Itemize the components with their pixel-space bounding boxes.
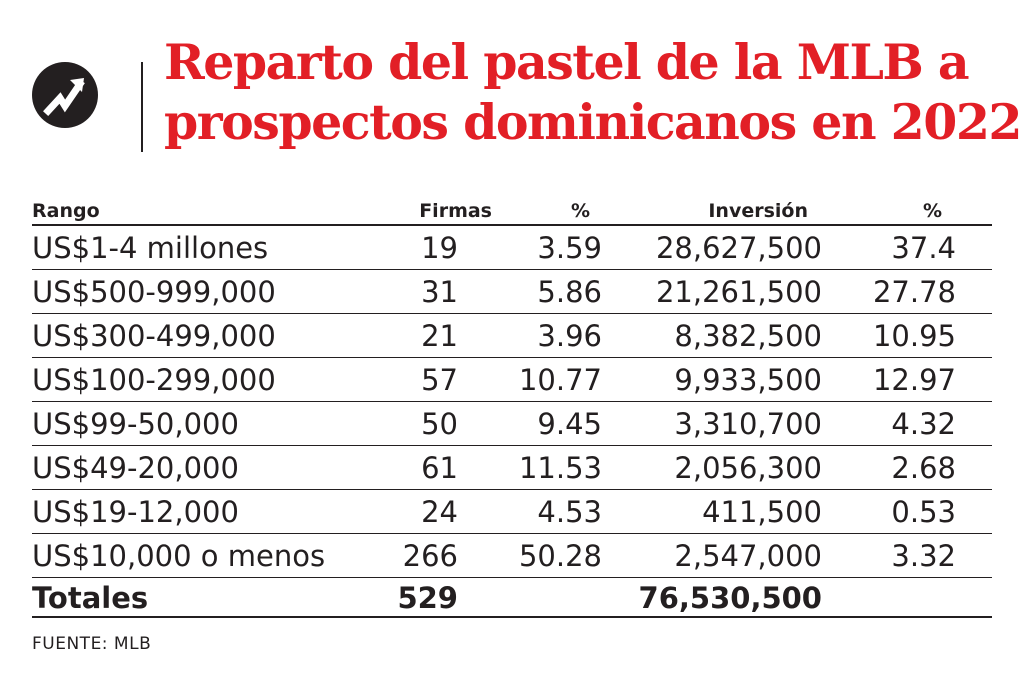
- table-row: US$10,000 o menos 266 50.28 2,547,000 3.32: [32, 534, 992, 578]
- cell-firmas: 61: [421, 451, 458, 485]
- cell-rango: US$1-4 millones: [32, 231, 269, 265]
- table-row: US$19-12,000 24 4.53 411,500 0.53: [32, 490, 992, 534]
- cell-rango: US$49-20,000: [32, 451, 239, 485]
- cell-inversion-pct: 37.4: [891, 231, 956, 265]
- cell-firmas: 19: [421, 231, 458, 265]
- cell-inversion: 28,627,500: [655, 231, 822, 265]
- cell-inversion: 411,500: [702, 495, 822, 529]
- table-row: US$300-499,000 21 3.96 8,382,500 10.95: [32, 314, 992, 358]
- cell-firmas: 266: [402, 539, 458, 573]
- cell-inversion: 21,261,500: [655, 275, 822, 309]
- cell-firmas: 24: [421, 495, 458, 529]
- cell-inversion-pct: 12.97: [872, 363, 956, 397]
- title-divider: [141, 62, 143, 152]
- table-totals-row: Totales 529 76,530,500: [32, 578, 992, 618]
- cell-inversion-pct: 10.95: [872, 319, 956, 353]
- cell-inversion: 8,382,500: [674, 319, 822, 353]
- cell-rango: US$19-12,000: [32, 495, 239, 529]
- cell-inversion-pct: 3.32: [891, 539, 956, 573]
- cell-firmas: 57: [421, 363, 458, 397]
- header-firmas: Firmas: [419, 200, 492, 222]
- table-body: US$1-4 millones 19 3.59 28,627,500 37.4 US$50…: [32, 226, 992, 578]
- table-row: US$500-999,000 31 5.86 21,261,500 27.78: [32, 270, 992, 314]
- cell-firmas: 31: [421, 275, 458, 309]
- cell-firmas-pct: 3.59: [537, 231, 602, 265]
- cell-firmas-pct: 10.77: [518, 363, 602, 397]
- table-header: Rango Firmas % Inversión %: [32, 196, 992, 226]
- totals-label: Totales: [32, 581, 149, 615]
- cell-rango: US$10,000 o menos: [32, 539, 326, 573]
- cell-inversion: 2,547,000: [674, 539, 822, 573]
- header-rango: Rango: [32, 200, 100, 222]
- header-firmas-pct: %: [570, 200, 590, 222]
- cell-inversion: 9,933,500: [674, 363, 822, 397]
- data-table: Rango Firmas % Inversión % US$1-4 millon…: [32, 196, 992, 618]
- title-line-2: prospectos dominicanos en 2022: [164, 93, 1023, 151]
- header-inversion-pct: %: [922, 200, 942, 222]
- cell-inversion-pct: 2.68: [891, 451, 956, 485]
- cell-firmas-pct: 9.45: [537, 407, 602, 441]
- title-line-1: Reparto del pastel de la MLB a: [164, 33, 970, 91]
- cell-rango: US$300-499,000: [32, 319, 276, 353]
- cell-firmas-pct: 3.96: [537, 319, 602, 353]
- cell-firmas-pct: 5.86: [537, 275, 602, 309]
- cell-inversion-pct: 0.53: [891, 495, 956, 529]
- cell-inversion: 2,056,300: [674, 451, 822, 485]
- cell-firmas-pct: 4.53: [537, 495, 602, 529]
- table-row: US$99-50,000 50 9.45 3,310,700 4.32: [32, 402, 992, 446]
- cell-firmas: 50: [421, 407, 458, 441]
- logo-graphic: [43, 78, 85, 116]
- cell-firmas-pct: 50.28: [518, 539, 602, 573]
- cell-inversion: 3,310,700: [674, 407, 822, 441]
- cell-rango: US$100-299,000: [32, 363, 276, 397]
- cell-rango: US$99-50,000: [32, 407, 239, 441]
- table-row: US$49-20,000 61 11.53 2,056,300 2.68: [32, 446, 992, 490]
- source-note: FUENTE: MLB: [32, 634, 152, 654]
- cell-firmas: 21: [421, 319, 458, 353]
- cell-inversion-pct: 27.78: [872, 275, 956, 309]
- totals-firmas: 529: [397, 581, 458, 615]
- chart-title: Reparto del pastel de la MLB a prospecto…: [164, 32, 1023, 152]
- header-inversion: Inversión: [708, 200, 808, 222]
- trending-up-arrow-icon: [32, 62, 98, 128]
- cell-inversion-pct: 4.32: [891, 407, 956, 441]
- totals-inversion: 76,530,500: [638, 581, 822, 615]
- table-row: US$100-299,000 57 10.77 9,933,500 12.97: [32, 358, 992, 402]
- table-row: US$1-4 millones 19 3.59 28,627,500 37.4: [32, 226, 992, 270]
- cell-firmas-pct: 11.53: [518, 451, 602, 485]
- cell-rango: US$500-999,000: [32, 275, 276, 309]
